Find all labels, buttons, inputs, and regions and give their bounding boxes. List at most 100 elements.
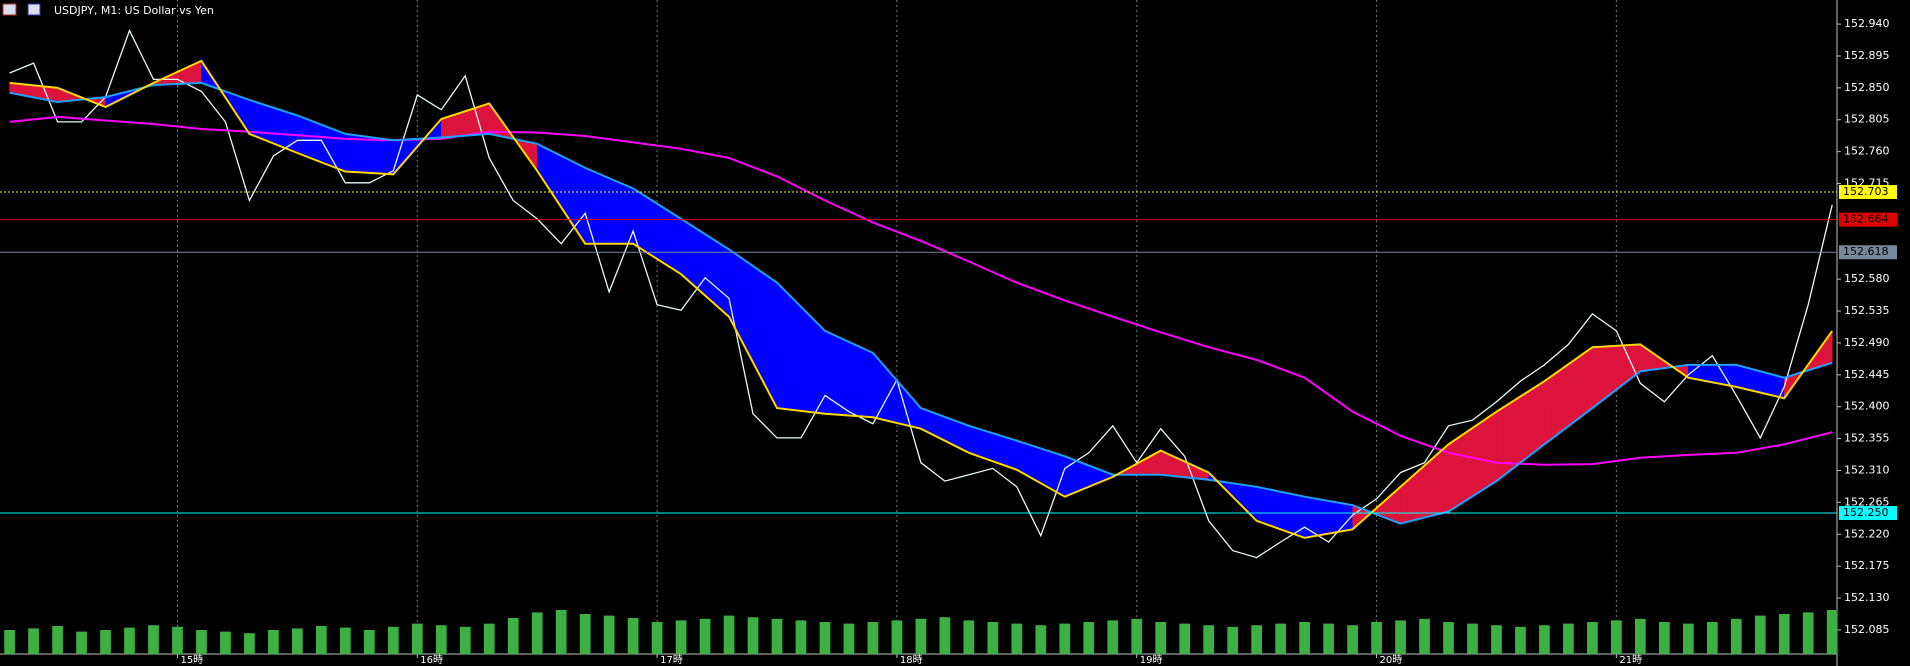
volume-bar <box>1131 618 1143 654</box>
volume-bar <box>1227 626 1239 654</box>
x-tick-label: 19時 <box>1140 654 1163 666</box>
volume-bar <box>771 618 783 654</box>
volume-bar <box>1611 620 1622 654</box>
price-line <box>9 28 1833 559</box>
chart-title: USDJPY, M1: US Dollar vs Yen <box>54 4 214 17</box>
y-tick-label: 152.445 <box>1844 368 1890 381</box>
volume-bar <box>1059 623 1071 654</box>
volume-bar <box>699 618 711 654</box>
x-tick-label: 16時 <box>420 654 443 666</box>
y-tick-label: 152.355 <box>1844 432 1890 445</box>
volume-bar <box>1299 622 1310 654</box>
volume-bar <box>1515 626 1526 654</box>
y-tick-label: 152.535 <box>1844 304 1890 317</box>
volume-bar <box>4 630 15 654</box>
volume-bar <box>747 617 759 654</box>
volume-bar <box>1587 622 1598 654</box>
volume-bar <box>100 630 111 654</box>
volume-bar <box>795 620 807 654</box>
moving-average <box>9 81 1833 525</box>
volume-bar <box>1754 615 1766 654</box>
y-tick-label: 152.760 <box>1844 145 1890 158</box>
moving-average <box>9 115 1833 466</box>
volume-bar <box>411 623 423 654</box>
volume-bar <box>1682 623 1694 654</box>
price-level-label: 152.703 <box>1843 185 1889 198</box>
volume-bar <box>915 618 927 654</box>
volume-bar <box>292 628 303 654</box>
volume-bar <box>1107 620 1119 654</box>
volume-bar <box>28 628 39 654</box>
price-level-label: 152.618 <box>1843 245 1889 258</box>
price-level-label: 152.250 <box>1843 506 1889 519</box>
volume-bar <box>339 627 351 654</box>
volume-bar <box>843 623 855 654</box>
volume-bar <box>1395 620 1406 654</box>
x-tick-label: 20時 <box>1380 654 1403 666</box>
volume-bar <box>315 626 327 654</box>
price-level-tag <box>1839 245 1897 260</box>
y-tick-label: 152.895 <box>1844 49 1890 62</box>
price-level-label: 152.664 <box>1843 213 1889 226</box>
volume-bar <box>1011 623 1023 654</box>
y-tick-label: 152.850 <box>1844 81 1890 94</box>
y-tick-label: 152.085 <box>1844 623 1890 636</box>
volume-bar <box>1203 625 1215 654</box>
volume-bar <box>531 612 543 654</box>
volume-bar <box>1323 623 1334 654</box>
y-tick-label: 152.580 <box>1844 272 1890 285</box>
volume-bar <box>268 630 279 654</box>
volume-bar <box>483 623 495 654</box>
volume-bar <box>124 627 135 654</box>
y-tick-label: 152.310 <box>1844 463 1890 476</box>
volume-bar <box>891 620 903 654</box>
y-tick-label: 152.940 <box>1844 17 1890 30</box>
volume-bar <box>196 630 207 654</box>
volume-bar <box>1467 623 1478 654</box>
volume-bar <box>579 614 591 654</box>
volume-bar <box>1443 622 1454 654</box>
volume-bar <box>172 626 183 654</box>
volume-bar <box>1706 622 1718 654</box>
volume-bar <box>675 620 687 654</box>
moving-average <box>9 59 1834 539</box>
icon <box>27 3 41 16</box>
volume-bar <box>819 622 831 654</box>
volume-bar <box>1419 618 1430 654</box>
x-tick-label: 18時 <box>900 654 923 666</box>
volume-bar <box>1802 612 1814 654</box>
volume-bar <box>1658 622 1670 654</box>
volume-bar <box>1275 623 1286 654</box>
volume-bar <box>555 610 567 654</box>
volume-bar <box>867 622 879 654</box>
volume-bar <box>723 615 735 654</box>
volume-bar <box>1371 622 1382 654</box>
volume-bar <box>52 626 63 654</box>
y-tick-label: 152.220 <box>1844 527 1890 540</box>
icon <box>2 3 17 16</box>
volume-bar <box>1491 625 1502 654</box>
volume-bar <box>1778 614 1790 654</box>
volume-bar <box>1826 610 1838 654</box>
volume-bar <box>76 631 87 654</box>
volume-bar <box>1563 623 1574 654</box>
y-tick-label: 152.130 <box>1844 591 1890 604</box>
volume-bar <box>220 631 231 654</box>
x-tick-label: 15時 <box>180 654 203 666</box>
volume-bar <box>603 615 615 654</box>
volume-bar <box>507 618 519 654</box>
volume-bar <box>651 622 663 654</box>
y-tick-label: 152.490 <box>1844 336 1890 349</box>
y-tick-label: 152.265 <box>1844 495 1890 508</box>
y-tick-label: 152.175 <box>1844 559 1890 572</box>
volume-bar <box>363 630 375 654</box>
y-tick-label: 152.805 <box>1844 113 1890 126</box>
volume-bar <box>1634 618 1646 654</box>
x-tick-label: 17時 <box>660 654 683 666</box>
volume-bar <box>1155 622 1167 654</box>
volume-bar <box>1083 622 1095 654</box>
volume-bar <box>1347 625 1358 654</box>
volume-bar <box>1730 618 1742 654</box>
volume-bar <box>1251 625 1263 654</box>
